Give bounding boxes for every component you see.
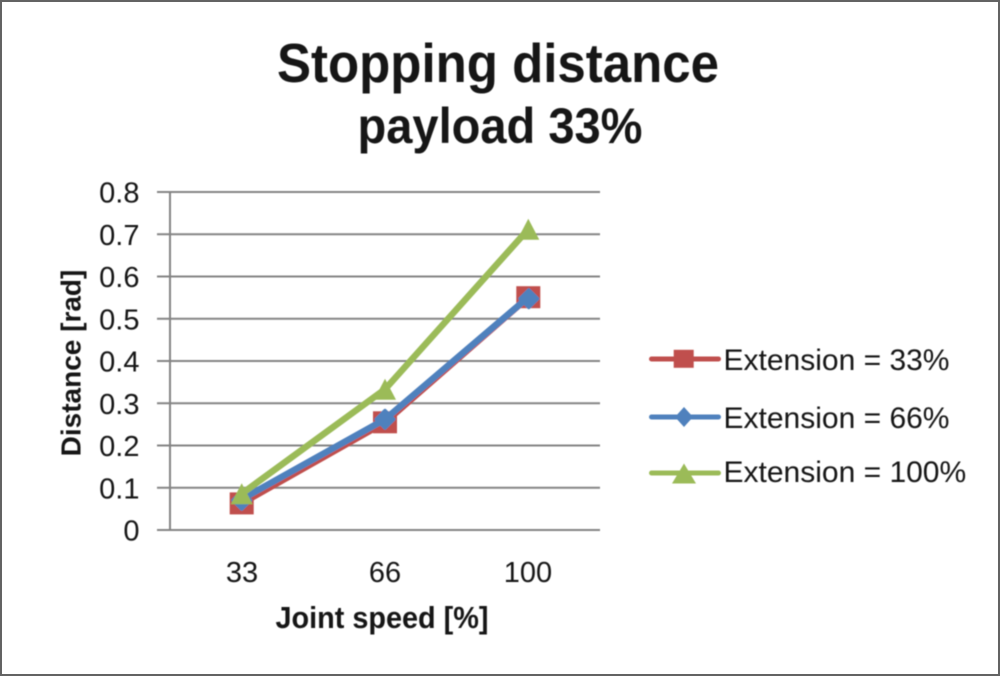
svg-text:Stopping distance: Stopping distance (277, 32, 719, 94)
svg-text:0.5: 0.5 (99, 304, 139, 336)
svg-text:payload 33%: payload 33% (358, 98, 643, 154)
svg-text:0.4: 0.4 (99, 347, 139, 379)
svg-text:0: 0 (123, 516, 139, 548)
svg-text:Distance [rad]: Distance [rad] (56, 270, 87, 457)
svg-text:Extension = 66%: Extension = 66% (724, 402, 950, 435)
svg-text:33: 33 (226, 557, 258, 589)
svg-text:Extension = 33%: Extension = 33% (724, 344, 950, 377)
svg-text:Extension = 100%: Extension = 100% (724, 456, 967, 489)
svg-text:100: 100 (504, 557, 552, 589)
svg-text:0.7: 0.7 (99, 220, 139, 252)
svg-text:0.3: 0.3 (99, 389, 139, 421)
svg-text:0.6: 0.6 (99, 262, 139, 294)
svg-text:0.1: 0.1 (99, 473, 139, 505)
svg-text:0.2: 0.2 (99, 431, 139, 463)
svg-text:Joint speed [%]: Joint speed [%] (276, 600, 489, 635)
svg-text:0.8: 0.8 (99, 178, 139, 210)
svg-text:66: 66 (369, 557, 401, 589)
